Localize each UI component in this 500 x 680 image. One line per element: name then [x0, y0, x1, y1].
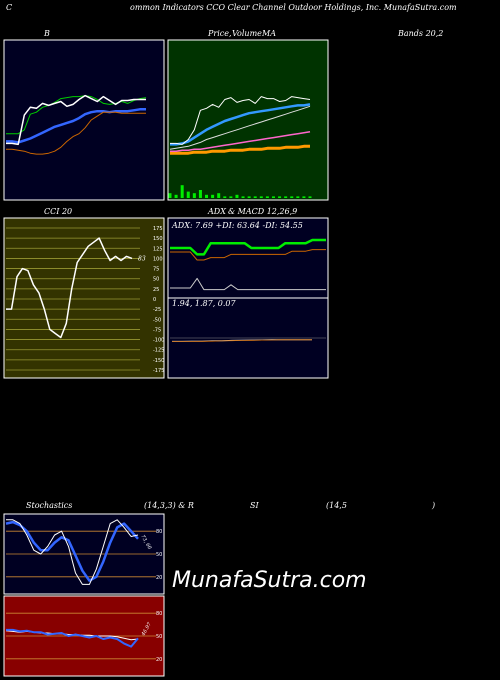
- volume-bar: [229, 196, 233, 198]
- price-line-ma-white: [169, 105, 311, 150]
- bands-line-middle: [6, 108, 146, 144]
- macd-signal-line: [172, 339, 312, 342]
- cci-tick-label: 175: [153, 226, 163, 232]
- bands-line-close: [6, 94, 146, 146]
- volume-bar: [290, 196, 294, 198]
- volume-bar: [211, 194, 215, 198]
- volume-bar: [296, 196, 300, 198]
- price-line-ma-blue: [170, 103, 311, 146]
- cci-tick-label: -125: [153, 348, 164, 354]
- volume-bar: [205, 194, 209, 198]
- rsi-close-paren: ): [432, 501, 436, 510]
- macd-label: & MACD 12,26,9: [228, 207, 298, 216]
- bands-right-label: Bands 20,2: [398, 29, 444, 38]
- cci-tick-label: 25: [153, 287, 159, 293]
- cci-tick-label: 50: [153, 277, 159, 283]
- volume-bar: [192, 193, 196, 198]
- rsi-si-label: SI: [250, 501, 259, 510]
- volume-bar: [186, 191, 190, 198]
- volume-bar: [278, 196, 282, 198]
- stoch-params-label: (14,3,3) & R: [144, 501, 194, 510]
- volume-label: Volume: [232, 29, 262, 38]
- volume-bar: [235, 194, 239, 198]
- cci-tick-label: 125: [153, 246, 163, 252]
- bands-panel: [3, 39, 165, 201]
- bands-line-lower: [6, 111, 146, 155]
- volume-bar: [217, 193, 221, 198]
- volume-bar: [223, 196, 227, 198]
- cci-tick-label: 100: [153, 256, 163, 262]
- cci-tick-label: -100: [153, 338, 164, 344]
- cci-label: CCI 20: [44, 207, 73, 216]
- cci-last-value: 83: [138, 255, 146, 262]
- cci-tick-label: 75: [153, 267, 159, 273]
- stoch-tick-label: 50: [156, 552, 162, 558]
- adx-label: ADX: [208, 207, 226, 216]
- volume-bar: [284, 196, 288, 198]
- rsi-line: [6, 628, 139, 648]
- cci-tick-label: -150: [153, 358, 164, 364]
- adx-readout: ADX: 7.69 +DI: 63.64 -DI: 54.55: [171, 221, 303, 230]
- macd-readout: 1.94, 1.87, 0.07: [172, 299, 237, 308]
- volume-bar: [271, 196, 275, 198]
- cci-line: [6, 237, 133, 339]
- price-line-ma-orange: [170, 144, 310, 155]
- bands-label: B: [44, 29, 50, 38]
- rsi-params-label: (14,5: [326, 501, 347, 510]
- volume-bar: [265, 196, 269, 198]
- watermark: MunafaSutra.com: [172, 568, 367, 593]
- stoch-label: Stochastics: [26, 501, 73, 510]
- cci-tick-label: -175: [153, 368, 164, 374]
- volume-bar: [253, 196, 257, 198]
- adx-panel: [167, 217, 329, 299]
- volume-bar: [302, 196, 306, 198]
- page-title: ommon Indicators CCO Clear Channel Outdo…: [130, 3, 457, 12]
- cci-tick-label: -75: [153, 327, 161, 333]
- stoch-line-k: [6, 519, 139, 585]
- header-letter: C: [6, 3, 13, 12]
- stoch-tick-label: 20: [156, 575, 162, 581]
- bands-line-upper: [6, 95, 147, 135]
- cci-tick-label: -25: [153, 307, 161, 313]
- adx-line--DI: [170, 249, 326, 261]
- rsi-tick-label: 50: [156, 634, 162, 640]
- cci-tick-label: 150: [153, 236, 163, 242]
- rsi-tick-label: 20: [156, 657, 162, 663]
- volume-bar: [168, 193, 172, 198]
- price-line-close: [170, 96, 311, 145]
- price-line-ma-pink: [170, 130, 311, 152]
- ma-label: MA: [262, 29, 276, 38]
- rsi-tick-label: 80: [156, 611, 162, 617]
- cci-panel: [3, 217, 165, 379]
- volume-bar: [241, 196, 245, 198]
- price-label: Price,: [208, 29, 232, 38]
- adx-line-+DI: [170, 238, 326, 256]
- volume-bar: [180, 185, 184, 198]
- price-panel: [167, 39, 329, 201]
- adx-line-ADX: [170, 277, 326, 291]
- cci-tick-label: 0: [153, 297, 156, 303]
- cci-tick-label: -50: [153, 317, 161, 323]
- volume-bar: [174, 194, 178, 198]
- volume-bar: [198, 190, 202, 198]
- volume-bar: [247, 196, 251, 198]
- stoch-tick-label: 80: [156, 529, 162, 535]
- volume-bar: [308, 196, 312, 198]
- volume-bar: [259, 196, 263, 198]
- stoch-line-d: [5, 520, 139, 582]
